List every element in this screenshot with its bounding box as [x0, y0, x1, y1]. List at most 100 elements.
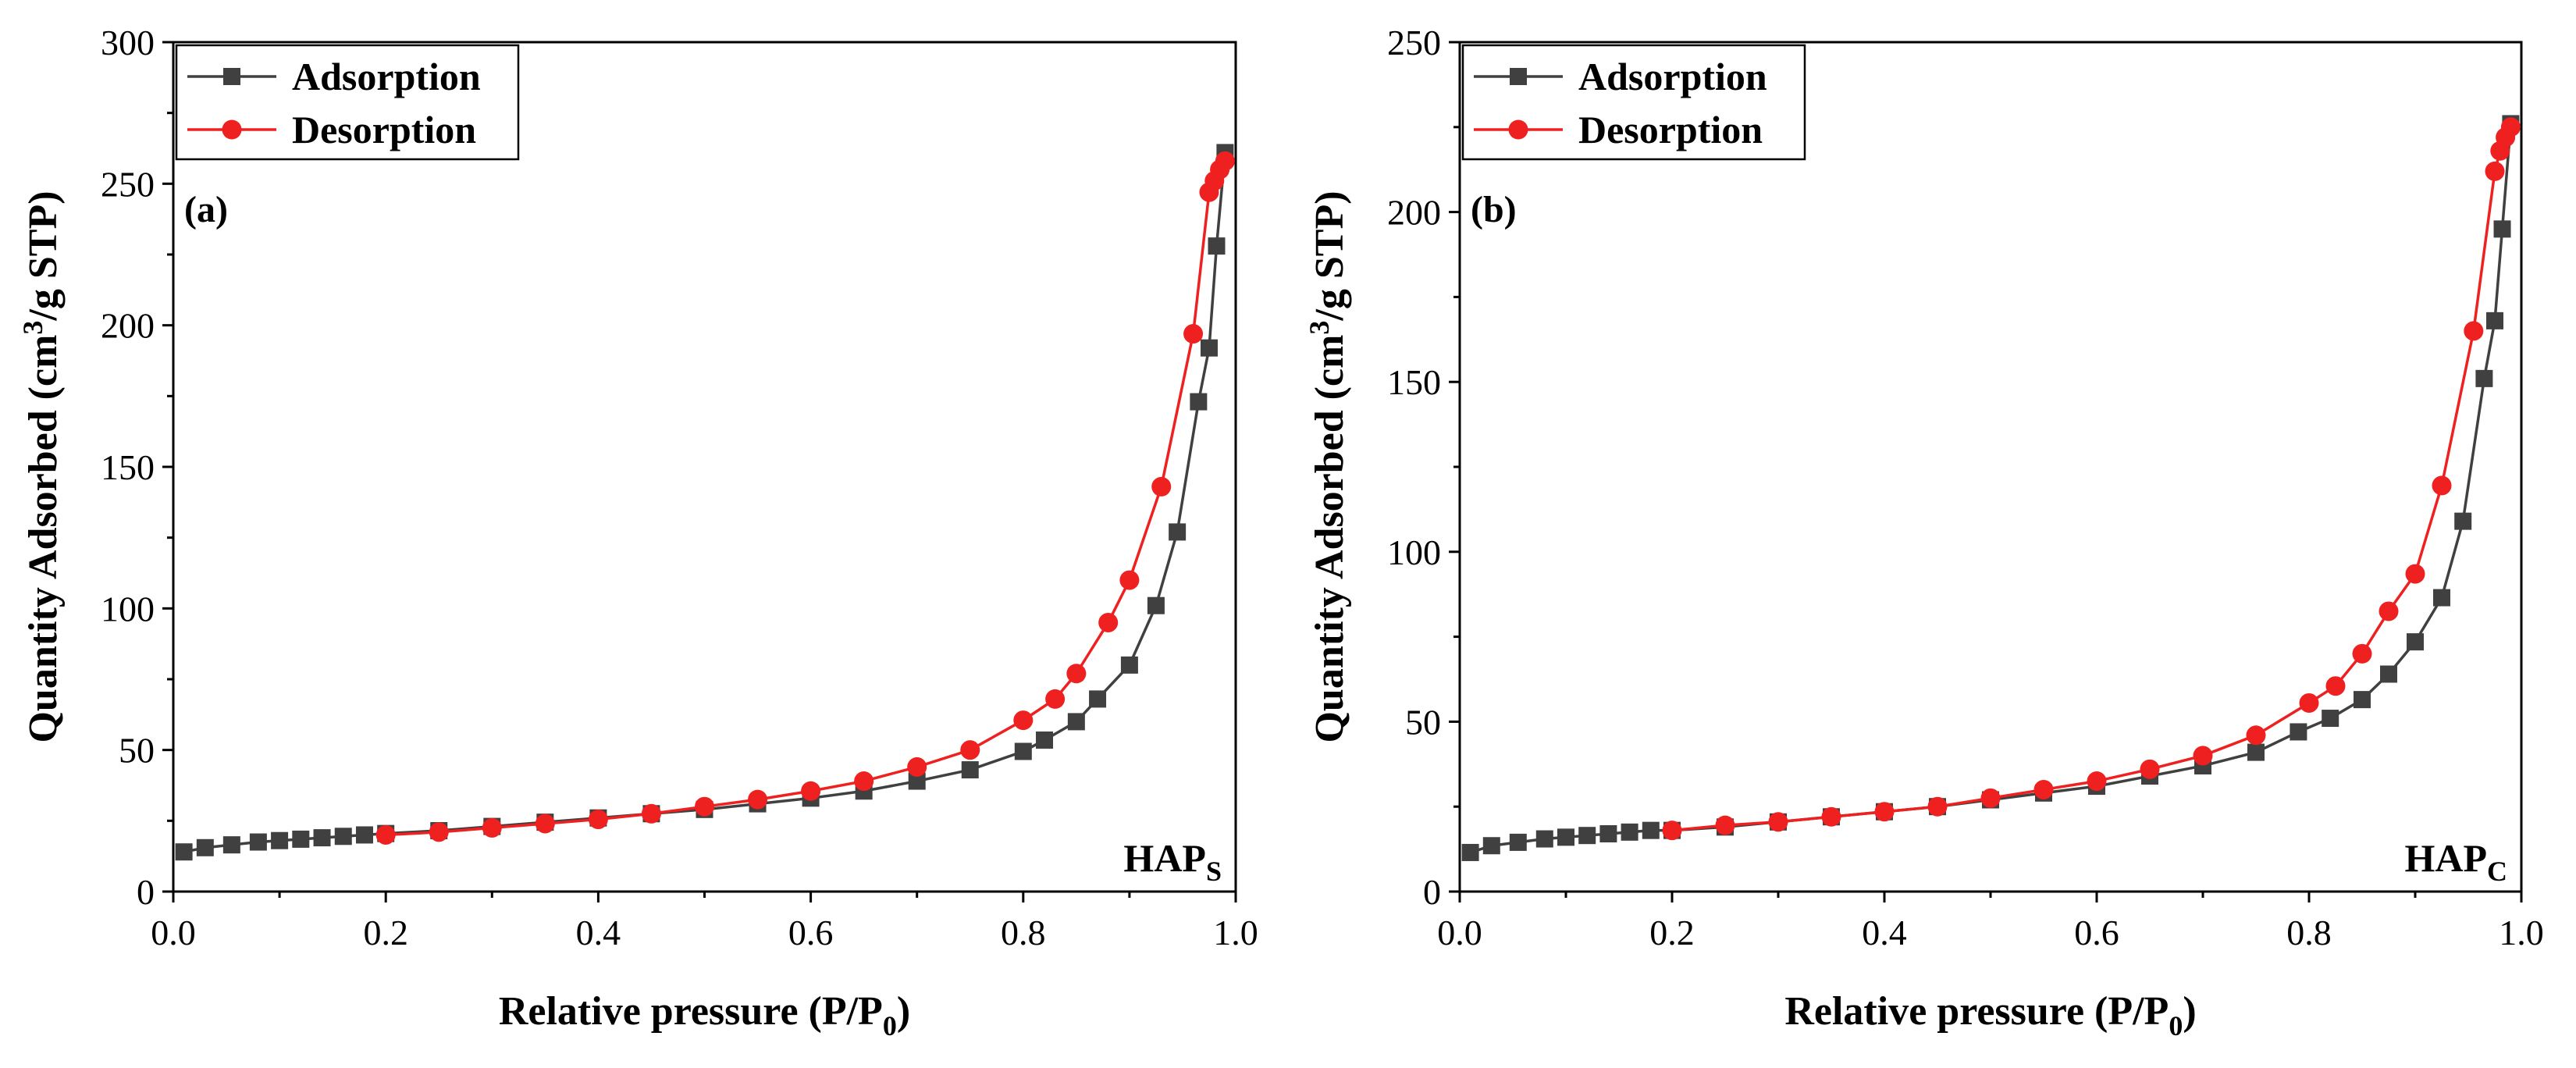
data-point-circle — [1045, 689, 1066, 709]
legend-marker-circle — [222, 119, 242, 140]
y-tick-label: 250 — [101, 164, 155, 204]
data-point-square — [1557, 828, 1574, 846]
data-point-circle — [1821, 806, 1841, 827]
data-point-circle — [2485, 161, 2505, 181]
y-tick-label: 100 — [1387, 532, 1441, 572]
x-tick-label: 0.2 — [363, 913, 408, 952]
data-point-square — [1089, 690, 1107, 708]
x-tick-label: 0.0 — [1437, 913, 1482, 952]
data-point-circle — [907, 756, 927, 777]
data-point-circle — [2087, 771, 2107, 792]
data-point-circle — [2464, 321, 2484, 341]
data-point-square — [2322, 710, 2339, 728]
legend-label: Desorption — [292, 108, 476, 151]
y-tick-label: 50 — [1405, 702, 1441, 742]
plot-frame — [172, 41, 1237, 893]
data-point-circle — [535, 813, 555, 834]
x-tick-label: 0.6 — [2074, 913, 2119, 952]
data-point-circle — [2325, 676, 2346, 696]
data-point-square — [1461, 843, 1479, 861]
data-point-circle — [429, 822, 449, 842]
data-point-circle — [1066, 664, 1087, 684]
data-point-square — [1036, 731, 1054, 749]
legend-box — [1461, 44, 1806, 161]
data-point-square — [2380, 665, 2397, 683]
data-point-square — [1578, 827, 1596, 845]
data-point-circle — [1715, 815, 1735, 835]
data-point-square — [2433, 589, 2450, 607]
data-point-circle — [1098, 612, 1119, 632]
data-point-circle — [2379, 601, 2399, 621]
data-point-square — [1067, 713, 1085, 731]
y-tick-label: 100 — [101, 589, 155, 628]
series-line-adsorption — [183, 152, 1227, 853]
panel-label: (b) — [1471, 189, 1517, 230]
legend-marker-square — [1510, 68, 1527, 85]
y-tick-label: 150 — [1387, 362, 1441, 402]
data-point-square — [175, 843, 193, 861]
data-point-square — [1200, 339, 1218, 357]
data-point-circle — [1980, 788, 2001, 808]
y-tick-label: 300 — [101, 23, 155, 62]
y-tick-label: 200 — [101, 306, 155, 346]
data-point-square — [2407, 633, 2424, 651]
data-point-square — [2454, 512, 2472, 530]
data-point-circle — [1151, 476, 1172, 497]
x-tick-label: 0.4 — [576, 913, 621, 952]
series-desorption — [375, 151, 1235, 845]
y-tick-label: 50 — [119, 731, 155, 771]
x-tick-label: 0.8 — [2286, 913, 2332, 952]
data-point-circle — [2500, 117, 2521, 137]
data-point-square — [2354, 691, 2371, 709]
data-point-square — [1190, 393, 1208, 411]
x-tick-label: 0.6 — [788, 913, 834, 952]
data-point-square — [2475, 369, 2493, 387]
data-point-circle — [2432, 475, 2452, 496]
data-point-circle — [801, 781, 821, 801]
x-axis-title: Relative pressure (P/P0) — [499, 989, 910, 1041]
legend-marker-circle — [1508, 119, 1528, 140]
series-line-desorption — [1671, 126, 2512, 832]
legend-box — [175, 44, 520, 161]
chart-panel-a: 0.0 0.2 0.4 0.6 0.8 1.0 0 50 100 150 200 250 300 Rela… — [17, 23, 1258, 1041]
plot-frame — [1458, 41, 2523, 893]
data-point-circle — [748, 789, 768, 810]
data-point-square — [1599, 825, 1617, 843]
y-tick-label: 0 — [1423, 872, 1441, 912]
x-tick-label: 1.0 — [1213, 913, 1258, 952]
data-point-circle — [375, 824, 396, 845]
data-point-square — [1120, 656, 1138, 674]
sample-label: HAPC — [2404, 836, 2507, 887]
data-point-square — [2247, 743, 2265, 761]
series-line-desorption — [386, 160, 1226, 837]
data-point-square — [222, 836, 240, 854]
data-point-square — [2486, 312, 2503, 329]
data-point-circle — [2405, 564, 2425, 584]
data-point-square — [313, 829, 331, 847]
panel-label: (a) — [184, 189, 228, 230]
data-point-square — [271, 831, 289, 849]
data-point-circle — [2033, 779, 2054, 799]
data-point-square — [355, 826, 373, 844]
legend-label: Desorption — [1578, 108, 1763, 151]
data-point-square — [908, 772, 926, 790]
series-line-adsorption — [1470, 123, 2513, 854]
data-point-square — [1208, 237, 1226, 255]
data-point-circle — [2299, 692, 2319, 713]
x-axis-title: Relative pressure (P/P0) — [1784, 989, 2196, 1041]
data-point-square — [1169, 523, 1187, 541]
x-tick-label: 0.2 — [1649, 913, 1695, 952]
y-axis-title: Quantity Adsorbed (cm3/g STP) — [1304, 190, 1352, 742]
legend-label: Adsorption — [1578, 55, 1767, 98]
data-point-circle — [1927, 796, 1948, 817]
y-tick-label: 250 — [1387, 23, 1441, 62]
data-point-circle — [2246, 725, 2266, 746]
data-point-square — [1482, 837, 1500, 855]
data-point-square — [2493, 220, 2511, 238]
legend-label: Adsorption — [292, 55, 481, 98]
y-tick-label: 150 — [101, 447, 155, 487]
data-point-square — [1621, 823, 1638, 841]
data-point-square — [1014, 742, 1032, 760]
sample-label: HAPS — [1123, 836, 1222, 887]
